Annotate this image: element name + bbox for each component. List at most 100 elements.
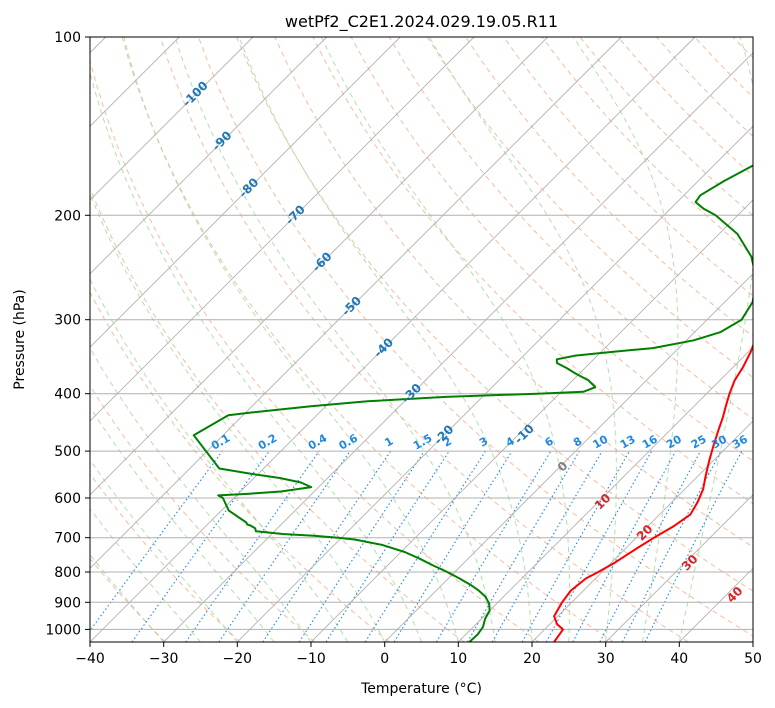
mixing-ratio-line bbox=[644, 450, 743, 642]
moist-adiabat bbox=[238, 37, 533, 642]
mixing-ratio-label: 8 bbox=[571, 435, 584, 450]
moist-adiabat bbox=[90, 347, 312, 642]
moist-adiabat bbox=[90, 192, 386, 642]
dry-adiabat bbox=[426, 37, 753, 378]
x-tick-label: 0 bbox=[380, 651, 389, 667]
x-tick-label: −30 bbox=[149, 651, 179, 667]
moist-adiabat bbox=[90, 507, 201, 642]
y-tick-label: 700 bbox=[54, 531, 81, 547]
dry-adiabat bbox=[90, 557, 166, 642]
dry-adiabat bbox=[159, 37, 689, 642]
isotherm bbox=[163, 52, 753, 642]
mixing-ratio-label: 0.1 bbox=[209, 432, 232, 453]
mixing-ratio-label: 25 bbox=[689, 433, 709, 452]
y-tick-label: 800 bbox=[54, 565, 81, 581]
dry-adiabat bbox=[465, 37, 753, 338]
isotherm-label: 0 bbox=[555, 459, 571, 475]
isotherm bbox=[531, 420, 753, 642]
mixing-ratio-line bbox=[90, 450, 223, 632]
mixing-ratio-label: 1 bbox=[382, 435, 395, 450]
isotherm-label: -30 bbox=[399, 381, 424, 406]
dewpoint-trace bbox=[192, 164, 753, 642]
dry-adiabat bbox=[541, 37, 753, 257]
moist-adiabat bbox=[428, 37, 617, 642]
sounding-traces bbox=[192, 164, 753, 642]
dry-adiabat bbox=[732, 37, 753, 59]
chart-title: wetPf2_C2E1.2024.029.19.05.R11 bbox=[285, 12, 558, 32]
isotherm-label: -10 bbox=[512, 421, 537, 446]
dry-adiabat bbox=[90, 472, 241, 642]
mixing-ratio-label: 20 bbox=[664, 432, 684, 451]
plot-area: 0.1 0.2 0.4 0.6 1 1.5 2 3 4 6 8 10 13 16 20 25 30 36-100-… bbox=[90, 37, 775, 642]
y-tick-label: 600 bbox=[54, 491, 81, 507]
dry-adiabat bbox=[274, 37, 753, 548]
mixing-ratio-line bbox=[131, 450, 270, 642]
x-axis-label: Temperature (°C) bbox=[360, 681, 482, 697]
isotherm bbox=[90, 37, 254, 201]
isotherm bbox=[90, 37, 401, 348]
x-tick-label: 10 bbox=[449, 651, 467, 667]
isotherm-label: -100 bbox=[180, 78, 211, 109]
dry-adiabat bbox=[236, 37, 753, 592]
moist-adiabat bbox=[90, 406, 275, 642]
isotherm bbox=[752, 641, 753, 642]
isotherm-label: 20 bbox=[634, 522, 656, 544]
isotherm bbox=[90, 37, 622, 569]
moist-adiabat bbox=[90, 553, 165, 642]
y-axis: 100 200 300 400 500 600 700 800 900 1000 bbox=[45, 30, 90, 638]
dry-adiabat bbox=[350, 37, 753, 462]
mixing-ratio-label: 0.4 bbox=[306, 431, 330, 452]
moist-adiabat bbox=[90, 459, 238, 642]
dry-adiabat bbox=[90, 384, 316, 642]
x-tick-label: 20 bbox=[523, 651, 541, 667]
isotherm bbox=[90, 37, 475, 422]
dry-adiabat bbox=[656, 37, 753, 138]
dry-adiabat bbox=[694, 37, 753, 98]
isotherm-label: 10 bbox=[592, 491, 614, 513]
mixing-ratio-line bbox=[185, 450, 320, 642]
x-tick-label: −40 bbox=[75, 651, 105, 667]
y-tick-label: 1000 bbox=[45, 622, 81, 638]
x-tick-label: 40 bbox=[670, 651, 688, 667]
moist-adiabat bbox=[320, 37, 571, 642]
dry-adiabat bbox=[121, 37, 614, 642]
mixing-ratio-line bbox=[521, 450, 630, 642]
x-axis: −40 −30 −20 −10 0 10 20 30 40 50 bbox=[75, 642, 762, 667]
mixing-ratio-line bbox=[262, 450, 392, 642]
isotherm-label: -70 bbox=[283, 202, 308, 227]
isotherm-label: -40 bbox=[371, 335, 396, 360]
isotherm bbox=[457, 346, 753, 642]
isotherm bbox=[605, 494, 753, 642]
dry-adiabat bbox=[90, 291, 390, 642]
moist-adiabats bbox=[90, 37, 753, 642]
dry-adiabat bbox=[90, 59, 540, 642]
mixing-ratio-line bbox=[621, 450, 722, 642]
dry-adiabat bbox=[90, 186, 465, 642]
y-tick-label: 200 bbox=[54, 208, 81, 224]
x-tick-label: −10 bbox=[296, 651, 326, 667]
isotherm bbox=[90, 37, 696, 642]
isotherm bbox=[90, 37, 549, 496]
moist-adiabat bbox=[90, 70, 422, 642]
x-tick-label: −20 bbox=[223, 651, 253, 667]
mixing-ratio-label: 36 bbox=[730, 432, 750, 451]
plot-frame bbox=[89, 36, 754, 643]
mixing-ratio-line bbox=[218, 450, 351, 642]
mixing-ratio-line bbox=[545, 450, 653, 642]
mixing-ratio-line bbox=[325, 450, 450, 642]
pressure-gridlines bbox=[90, 37, 753, 630]
line-labels: 0.1 0.2 0.4 0.6 1 1.5 2 3 4 6 8 10 13 16 20 25 30 36-100-… bbox=[180, 78, 751, 605]
y-tick-label: 900 bbox=[54, 595, 81, 611]
mixing-ratio-line bbox=[393, 450, 513, 642]
dry-adiabat bbox=[388, 37, 753, 420]
dry-adiabat bbox=[771, 37, 775, 642]
mixing-ratio-line bbox=[467, 450, 580, 642]
moist-adiabat bbox=[90, 278, 349, 642]
mixing-ratio-line bbox=[298, 450, 425, 642]
mixing-ratio-label: 0.2 bbox=[256, 432, 279, 453]
temperature-trace bbox=[553, 342, 753, 642]
mixing-ratio-line bbox=[435, 450, 552, 642]
isotherm-label: -90 bbox=[209, 128, 234, 153]
mixing-ratio-line bbox=[364, 450, 486, 642]
